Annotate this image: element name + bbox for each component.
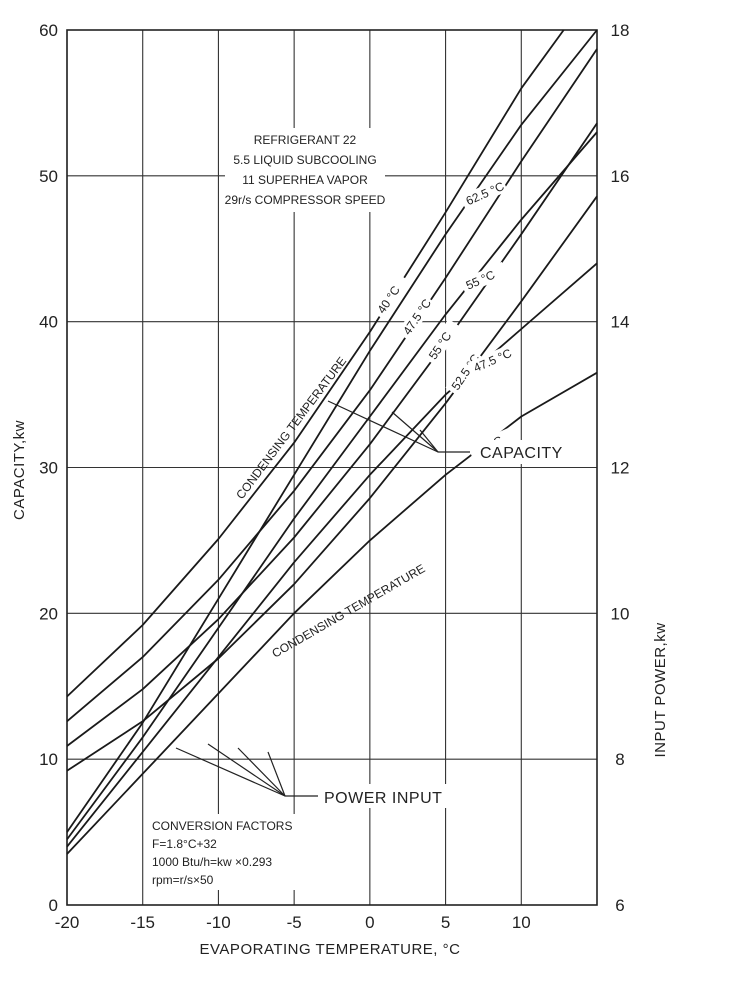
- note-line-1: REFRIGERANT 22: [254, 133, 357, 147]
- y2-tick-label-12: 12: [611, 459, 630, 478]
- power-input-callout: POWER INPUT: [175, 743, 456, 808]
- power-line-40-c: [66, 371, 598, 855]
- y-tick-label-20: 20: [39, 604, 58, 623]
- y2-tick-label-10: 10: [611, 604, 630, 623]
- capacity-label-bg-55-c: [422, 318, 461, 366]
- capacity-callout: CAPACITY: [327, 400, 574, 464]
- x-tick-label-10: 10: [512, 913, 531, 932]
- power-label-bg-62-5-c: [459, 177, 508, 210]
- y-tick-label-50: 50: [39, 167, 58, 186]
- conversion-line-1: F=1.8°C+32: [152, 837, 217, 851]
- y2-tick-label-14: 14: [611, 313, 630, 332]
- y-tick-label-0: 0: [49, 896, 58, 915]
- power-label-bg-47-5-c: [467, 344, 516, 377]
- x-axis-title: EVAPORATING TEMPERATURE, °C: [200, 941, 461, 958]
- power-input-callout-label: POWER INPUT: [324, 790, 442, 807]
- x-tick-label-0: 0: [365, 913, 374, 932]
- x-tick-label-20: -20: [55, 913, 80, 932]
- conversion-line-2: 1000 Btu/h=kw ×0.293: [152, 855, 272, 869]
- y-tick-label-10: 10: [39, 750, 58, 769]
- y2-tick-label-16: 16: [611, 167, 630, 186]
- y2-tick-label-6: 6: [615, 896, 624, 915]
- x-tick-label-15: -15: [130, 913, 155, 932]
- capacity-line-52-5-c: [66, 195, 598, 772]
- y-axis-title: CAPACITY,kw: [11, 420, 28, 520]
- capacity-line-47-5-c: [66, 48, 598, 722]
- x-tick-label-5: 5: [441, 913, 450, 932]
- power-label-bg-55-c: [459, 261, 508, 295]
- x-tick-label-5: -5: [287, 913, 302, 932]
- conversion-title: CONVERSION FACTORS: [152, 819, 292, 833]
- capacity-label-bg-40-c: [371, 272, 410, 320]
- y2-tick-label-18: 18: [611, 21, 630, 40]
- conversion-factors-note: CONVERSION FACTORS F=1.8°C+32 1000 Btu/h…: [146, 814, 316, 890]
- y-tick-label-60: 60: [39, 21, 58, 40]
- ticks: -20 -15 -10 -5 0 5 10 0 10 20 30 40 50 60 6 8 10 12 14 16 18: [39, 21, 629, 932]
- y-tick-label-40: 40: [39, 313, 58, 332]
- note-line-2: 5.5 LIQUID SUBCOOLING: [233, 153, 376, 167]
- capacity-label-bg-47-5-c: [397, 294, 436, 341]
- note-line-4: 29r/s COMPRESSOR SPEED: [225, 193, 386, 207]
- capacity-line-55-c: [66, 122, 598, 747]
- plot-frame: [66, 29, 598, 906]
- power-line-47-5-c: [66, 262, 598, 848]
- y-tick-label-30: 30: [39, 459, 58, 478]
- capacity-callout-label: CAPACITY: [480, 445, 563, 462]
- conversion-line-3: rpm=r/s×50: [152, 873, 214, 887]
- power-line-62-5-c: [66, 29, 598, 833]
- y2-tick-label-8: 8: [615, 750, 624, 769]
- capacity-line-40-c: [66, 29, 565, 698]
- power-line-55-c: [66, 131, 598, 840]
- conditions-note: REFRIGERANT 22 5.5 LIQUID SUBCOOLING 11 …: [225, 128, 386, 212]
- y2-axis-title: INPUT POWER,kw: [652, 622, 669, 757]
- x-tick-label-10: -10: [206, 913, 231, 932]
- note-line-3: 11 SUPERHEA VAPOR: [242, 173, 368, 187]
